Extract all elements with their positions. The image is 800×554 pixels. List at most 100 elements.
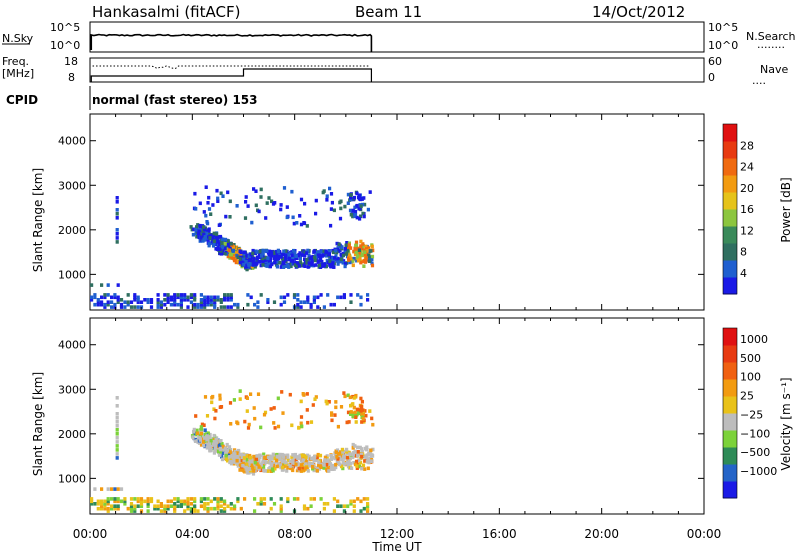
data-cell <box>337 462 342 467</box>
data-cell <box>337 249 341 253</box>
data-cell <box>156 499 160 504</box>
colorbar-swatch <box>723 396 737 414</box>
data-cell <box>116 295 120 300</box>
colorbar-tick-label: 12 <box>740 224 754 237</box>
data-cell <box>366 509 370 513</box>
data-cell <box>280 252 284 257</box>
x-tick-label: 00:00 <box>73 527 108 541</box>
data-cell <box>329 207 333 211</box>
data-cell <box>119 305 124 309</box>
data-cell <box>183 295 187 300</box>
data-cell <box>103 295 107 300</box>
data-cell <box>299 300 303 304</box>
data-cell <box>218 247 222 251</box>
data-cell <box>235 451 239 455</box>
data-cell <box>224 214 228 219</box>
data-cell <box>309 420 314 424</box>
data-cell <box>218 393 222 398</box>
data-cell <box>90 298 94 302</box>
data-cell <box>226 190 230 195</box>
data-cell <box>299 469 303 473</box>
data-cell <box>341 466 345 471</box>
data-cell <box>306 295 310 300</box>
data-cell <box>241 468 245 472</box>
nsky-left-tick-bottom: 10^0 <box>50 39 80 52</box>
data-cell <box>232 398 236 402</box>
data-cell <box>221 451 225 455</box>
data-cell <box>186 506 190 511</box>
data-cell <box>305 460 309 464</box>
data-cell <box>361 463 366 468</box>
data-cell <box>199 429 204 433</box>
data-cell <box>176 295 180 300</box>
data-cell <box>296 302 300 307</box>
data-cell <box>273 426 277 430</box>
data-cell <box>223 446 227 451</box>
data-cell <box>213 295 217 300</box>
data-cell <box>351 263 355 268</box>
data-cell <box>213 506 217 511</box>
data-cell <box>223 251 227 256</box>
data-cell <box>113 504 117 508</box>
data-cell <box>279 207 283 212</box>
data-cell <box>299 399 303 404</box>
data-cell <box>198 201 202 206</box>
data-cell <box>349 403 353 408</box>
data-cell <box>206 298 210 302</box>
data-cell <box>358 460 363 465</box>
data-cell <box>179 295 183 300</box>
y-tick-label: 1000 <box>58 472 86 485</box>
data-cell <box>285 205 289 209</box>
data-cell <box>149 497 154 501</box>
data-cell <box>189 295 193 300</box>
data-cell <box>335 448 340 452</box>
data-cell <box>351 446 355 450</box>
data-cell <box>235 204 239 208</box>
data-cell <box>264 216 268 220</box>
data-cell <box>119 487 124 491</box>
data-cell <box>282 265 286 269</box>
data-cell <box>352 256 356 261</box>
data-cell <box>348 452 352 457</box>
data-cell <box>353 212 357 217</box>
cpid-label: CPID <box>6 93 38 107</box>
data-cell <box>100 300 104 304</box>
data-cell <box>295 264 299 269</box>
data-cell <box>207 207 212 211</box>
data-cell <box>344 447 349 452</box>
data-cell <box>179 300 183 304</box>
data-cell <box>96 302 100 307</box>
data-cell <box>205 435 209 439</box>
data-cell <box>202 225 206 229</box>
data-cell <box>314 211 318 216</box>
data-cell <box>296 497 300 501</box>
data-cell <box>250 220 254 225</box>
data-cell <box>229 422 233 426</box>
data-cell <box>223 305 227 309</box>
data-cell <box>106 300 110 304</box>
data-cell <box>217 241 222 246</box>
data-cell <box>179 502 183 506</box>
data-cell <box>230 252 234 257</box>
data-cell <box>341 456 345 460</box>
data-cell <box>325 258 329 263</box>
data-cell <box>354 459 359 464</box>
data-cell <box>370 254 375 259</box>
data-cell <box>205 414 210 418</box>
data-cell <box>325 250 329 255</box>
data-cell <box>258 455 262 460</box>
y-tick-label: 4000 <box>58 135 86 148</box>
data-cell <box>166 293 170 297</box>
data-cell <box>223 293 227 297</box>
velocity-colorbar-label: Velocity [m s⁻¹] <box>779 377 793 470</box>
data-cell <box>213 416 217 421</box>
data-cell <box>353 205 357 210</box>
data-cell <box>236 302 240 307</box>
data-cell <box>264 258 268 262</box>
colorbar-swatch <box>723 192 737 210</box>
data-cell <box>366 298 370 302</box>
data-cell <box>286 499 290 504</box>
data-cell <box>319 293 323 297</box>
data-cell <box>360 454 364 459</box>
data-cell <box>115 228 119 232</box>
